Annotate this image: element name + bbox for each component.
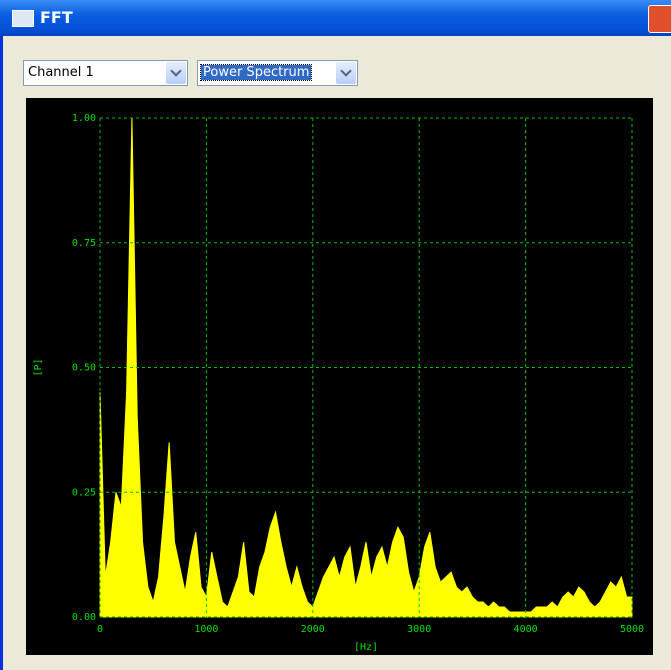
spectrum-area [99, 117, 633, 618]
dropdown-button[interactable] [166, 62, 186, 84]
x-tick-label: 1000 [194, 624, 218, 635]
y-tick-label: 0.50 [72, 363, 96, 374]
mode-text: Power Spectrum [199, 64, 313, 81]
channel-select[interactable]: Channel 1 [23, 60, 188, 86]
mode-select[interactable]: Power Spectrum [197, 60, 358, 86]
y-tick-label: 0.75 [72, 238, 96, 249]
x-tick-label: 0 [97, 624, 103, 635]
x-tick-label: 2000 [301, 624, 325, 635]
y-tick-label: 1.00 [72, 113, 96, 124]
window-title: FFT [40, 8, 73, 27]
x-tick-label: 3000 [407, 624, 431, 635]
y-axis-label: [P] [33, 358, 44, 376]
title-bar: FFT [0, 0, 671, 36]
y-tick-label: 0.25 [72, 487, 96, 498]
close-button[interactable] [648, 5, 671, 33]
channel-text: Channel 1 [28, 65, 94, 80]
y-tick-label: 0.00 [72, 612, 96, 623]
dropdown-button[interactable] [336, 62, 356, 84]
x-tick-label: 4000 [514, 624, 538, 635]
chart: 0.00 0.25 0.50 0.75 1.00 0 1000 2000 3000 4000 500… [26, 98, 653, 655]
x-tick-label: 5000 [620, 624, 644, 635]
x-axis-label: [Hz] [354, 642, 378, 653]
window-icon [12, 10, 34, 27]
